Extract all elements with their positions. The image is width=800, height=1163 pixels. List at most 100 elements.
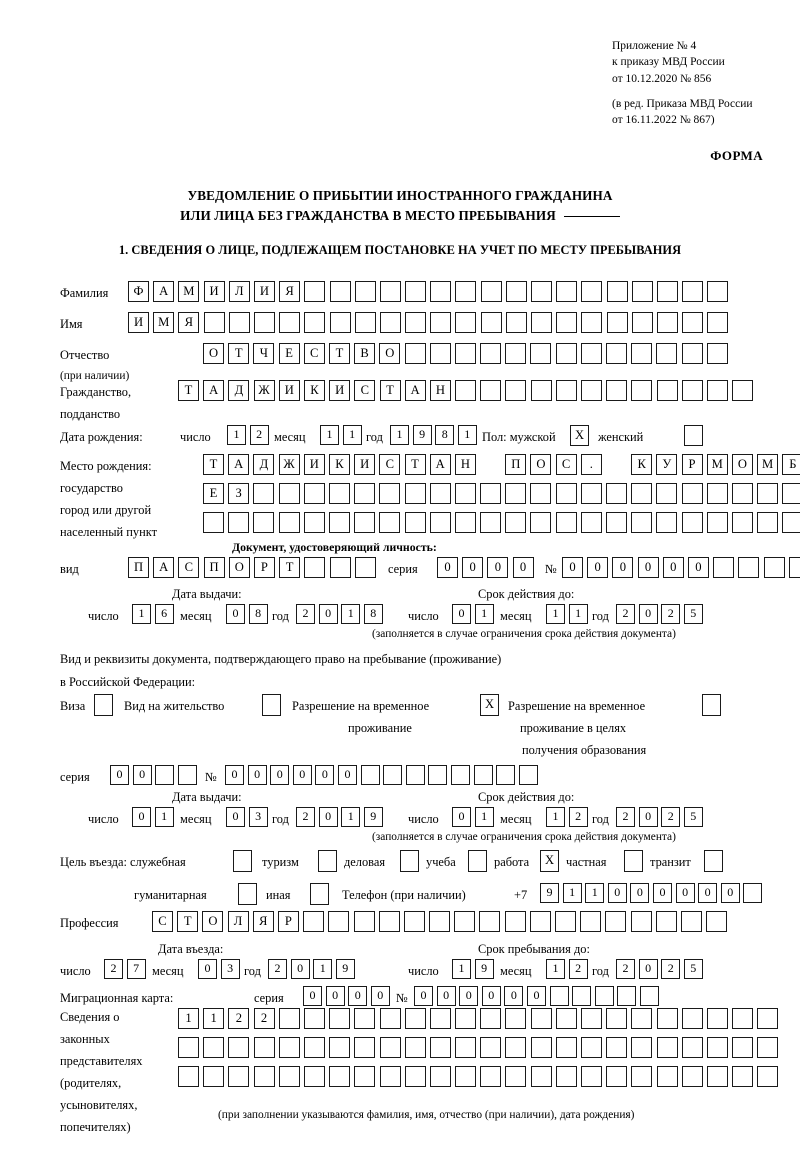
form-cell[interactable]: [480, 380, 502, 401]
form-cell[interactable]: 1: [562, 883, 582, 903]
form-cell[interactable]: [203, 1037, 225, 1058]
form-cell[interactable]: 1: [320, 425, 339, 445]
form-cell[interactable]: [430, 281, 452, 302]
form-cell[interactable]: 0: [226, 807, 245, 827]
sex-male-checkbox[interactable]: X: [570, 425, 589, 446]
purpose-business-checkbox[interactable]: [400, 850, 419, 872]
form-cell[interactable]: [455, 1008, 477, 1029]
form-cell[interactable]: К: [303, 380, 325, 401]
form-cell[interactable]: М: [706, 454, 728, 475]
form-cell[interactable]: Н: [454, 454, 476, 475]
form-cell[interactable]: 2: [661, 807, 681, 827]
form-cell[interactable]: [455, 380, 477, 401]
form-cell[interactable]: [480, 281, 502, 302]
form-cell[interactable]: С: [178, 557, 200, 578]
form-cell[interactable]: [706, 1066, 728, 1087]
form-cell[interactable]: М: [757, 454, 779, 475]
form-cell[interactable]: 0: [315, 765, 335, 785]
form-cell[interactable]: [253, 1066, 275, 1087]
form-cell[interactable]: [480, 1008, 502, 1029]
temp-residence-checkbox[interactable]: X: [480, 694, 499, 716]
form-cell[interactable]: 1: [227, 425, 246, 445]
form-cell[interactable]: 2: [568, 807, 588, 827]
form-cell[interactable]: [580, 911, 602, 932]
form-cell[interactable]: [631, 1008, 653, 1029]
form-cell[interactable]: [639, 986, 659, 1006]
form-cell[interactable]: 1: [154, 807, 174, 827]
form-cell[interactable]: [203, 312, 225, 333]
form-cell[interactable]: [354, 1066, 376, 1087]
form-cell[interactable]: Т: [379, 380, 401, 401]
form-cell[interactable]: [454, 911, 476, 932]
form-cell[interactable]: И: [278, 380, 300, 401]
form-cell[interactable]: [329, 1037, 351, 1058]
form-cell[interactable]: 0: [290, 959, 310, 979]
form-cell[interactable]: [329, 281, 351, 302]
form-cell[interactable]: [656, 512, 678, 533]
form-cell[interactable]: 1: [546, 604, 565, 624]
form-cell[interactable]: 9: [474, 959, 494, 979]
form-cell[interactable]: 0: [452, 604, 471, 624]
form-cell[interactable]: 2: [661, 959, 681, 979]
form-cell[interactable]: [555, 1037, 577, 1058]
form-cell[interactable]: П: [505, 454, 527, 475]
form-cell[interactable]: [505, 1037, 527, 1058]
form-cell[interactable]: 7: [126, 959, 146, 979]
form-cell[interactable]: С: [555, 454, 577, 475]
form-cell[interactable]: Б: [782, 454, 800, 475]
form-cell[interactable]: [304, 557, 326, 578]
form-cell[interactable]: [706, 483, 728, 504]
form-cell[interactable]: [505, 343, 527, 364]
form-cell[interactable]: 0: [652, 883, 672, 903]
form-cell[interactable]: [379, 1037, 401, 1058]
form-cell[interactable]: 0: [110, 765, 129, 785]
form-cell[interactable]: [556, 281, 578, 302]
form-cell[interactable]: 0: [225, 765, 244, 785]
form-cell[interactable]: [455, 1037, 477, 1058]
form-cell[interactable]: О: [530, 454, 552, 475]
form-cell[interactable]: У: [656, 454, 678, 475]
form-cell[interactable]: [656, 281, 678, 302]
form-cell[interactable]: Л: [227, 911, 249, 932]
form-cell[interactable]: [278, 1037, 300, 1058]
form-cell[interactable]: [304, 312, 326, 333]
form-cell[interactable]: А: [404, 380, 426, 401]
form-cell[interactable]: Т: [328, 343, 350, 364]
purpose-tourism-checkbox[interactable]: [318, 850, 337, 872]
form-cell[interactable]: [706, 343, 728, 364]
form-cell[interactable]: 6: [154, 604, 174, 624]
form-cell[interactable]: Т: [404, 454, 426, 475]
form-cell[interactable]: [757, 1066, 779, 1087]
form-cell[interactable]: [404, 483, 426, 504]
form-cell[interactable]: Р: [681, 454, 703, 475]
form-cell[interactable]: [656, 312, 678, 333]
form-cell[interactable]: [354, 281, 376, 302]
form-cell[interactable]: [631, 512, 653, 533]
form-cell[interactable]: [581, 1037, 602, 1058]
form-cell[interactable]: [757, 1037, 779, 1058]
form-cell[interactable]: 0: [132, 807, 151, 827]
form-cell[interactable]: 0: [325, 986, 345, 1006]
form-cell[interactable]: [606, 512, 627, 533]
form-cell[interactable]: [531, 281, 552, 302]
form-cell[interactable]: [428, 765, 448, 785]
form-cell[interactable]: [606, 483, 627, 504]
form-cell[interactable]: [360, 765, 380, 785]
form-cell[interactable]: 2: [568, 959, 588, 979]
form-cell[interactable]: [732, 380, 754, 401]
form-cell[interactable]: Я: [178, 312, 200, 333]
form-cell[interactable]: 9: [335, 959, 355, 979]
residence-permit-checkbox[interactable]: [262, 694, 281, 716]
form-cell[interactable]: 1: [457, 425, 477, 445]
form-cell[interactable]: Ж: [278, 454, 300, 475]
form-cell[interactable]: [278, 512, 300, 533]
